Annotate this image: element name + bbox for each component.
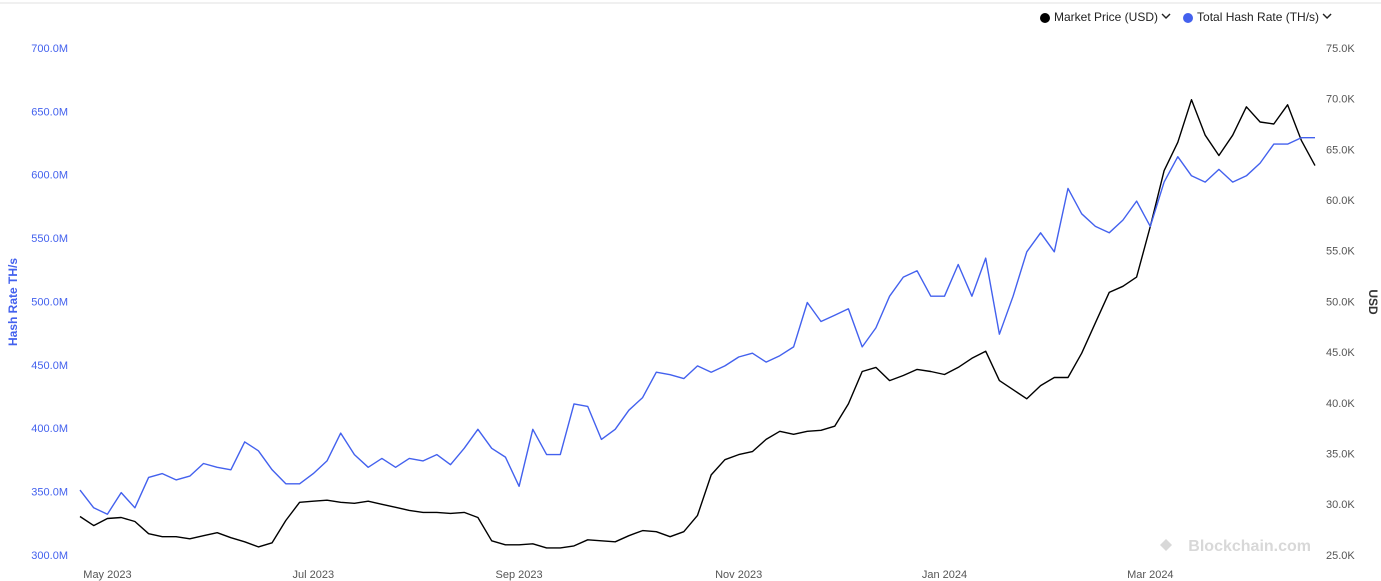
y-tick-label: 550.0M xyxy=(31,233,68,245)
x-tick-label: Nov 2023 xyxy=(715,569,762,581)
x-tick-label: Mar 2024 xyxy=(1127,569,1173,581)
legend-item[interactable]: Total Hash Rate (TH/s) xyxy=(1183,10,1332,24)
y2-tick-label: 30.0K xyxy=(1326,499,1355,511)
y2-axis-title: USD xyxy=(1366,289,1380,315)
y2-tick-label: 70.0K xyxy=(1326,94,1355,106)
y2-tick-label: 35.0K xyxy=(1326,449,1355,461)
series-line xyxy=(79,137,1315,515)
legend-item[interactable]: Market Price (USD) xyxy=(1040,10,1171,24)
series-line xyxy=(79,99,1316,549)
y-tick-label: 450.0M xyxy=(31,360,68,372)
y-tick-label: 500.0M xyxy=(31,296,68,308)
legend-label: Market Price (USD) xyxy=(1054,10,1158,24)
legend-swatch xyxy=(1183,13,1194,23)
y2-tick-label: 65.0K xyxy=(1326,144,1355,156)
y-tick-label: 400.0M xyxy=(31,423,68,435)
y2-tick-label: 55.0K xyxy=(1326,246,1355,258)
watermark: Blockchain.com xyxy=(1188,538,1311,555)
y-tick-label: 650.0M xyxy=(31,106,68,118)
x-tick-label: Sep 2023 xyxy=(496,569,543,581)
y-tick-label: 350.0M xyxy=(31,487,68,499)
legend-chevron xyxy=(1161,13,1171,19)
y-tick-label: 300.0M xyxy=(31,550,68,562)
y2-tick-label: 75.0K xyxy=(1326,43,1355,55)
y2-tick-label: 60.0K xyxy=(1326,195,1355,207)
watermark-icon xyxy=(1160,539,1172,551)
y-axis-title: Hash Rate TH/s xyxy=(6,258,20,346)
x-tick-label: Jan 2024 xyxy=(922,569,967,581)
y-tick-label: 700.0M xyxy=(31,43,68,55)
legend-chevron xyxy=(1322,13,1332,19)
legend-label: Total Hash Rate (TH/s) xyxy=(1197,10,1319,24)
y2-tick-label: 25.0K xyxy=(1326,550,1355,562)
y2-tick-label: 45.0K xyxy=(1326,347,1355,359)
x-tick-label: Jul 2023 xyxy=(292,569,334,581)
y2-tick-label: 40.0K xyxy=(1326,398,1355,410)
legend-swatch xyxy=(1040,13,1050,23)
x-tick-label: May 2023 xyxy=(83,569,131,581)
y-tick-label: 600.0M xyxy=(31,170,68,182)
y2-tick-label: 50.0K xyxy=(1326,296,1355,308)
